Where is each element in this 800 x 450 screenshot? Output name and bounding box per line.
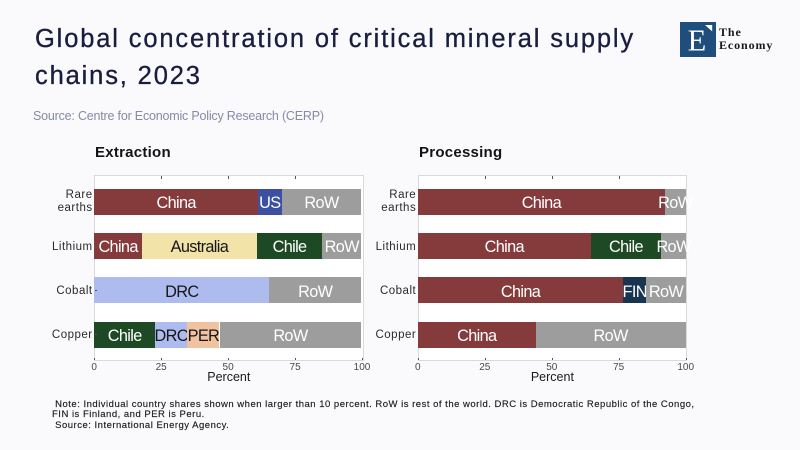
svg-text:E: E <box>688 24 707 57</box>
